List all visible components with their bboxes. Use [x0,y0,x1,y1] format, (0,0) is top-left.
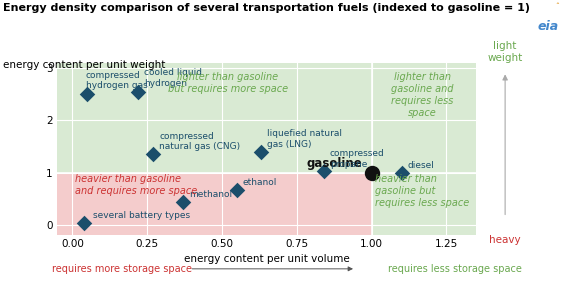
Text: liquefied natural
gas (LNG): liquefied natural gas (LNG) [267,129,342,149]
Text: requires less storage space: requires less storage space [389,264,522,274]
Text: several battery types: several battery types [94,211,191,221]
Text: compressed
propane: compressed propane [329,149,385,169]
Text: compressed
natural gas (CNG): compressed natural gas (CNG) [159,132,241,151]
X-axis label: energy content per unit volume: energy content per unit volume [184,254,350,263]
Text: Energy density comparison of several transportation fuels (indexed to gasoline =: Energy density comparison of several tra… [3,3,530,13]
Point [367,170,377,175]
Bar [372,173,476,235]
Bar [57,63,372,173]
Point [179,200,188,204]
Text: energy content per unit weight: energy content per unit weight [3,60,165,70]
Point [319,169,328,174]
Text: heavier than gasoline
and requires more space: heavier than gasoline and requires more … [75,174,197,196]
Point [257,150,266,154]
Point [397,170,406,175]
Text: ethanol: ethanol [243,178,277,187]
Bar [372,63,476,173]
Text: compressed
hydrogen gas: compressed hydrogen gas [86,71,148,90]
Text: diesel: diesel [408,161,435,170]
Text: gasoline: gasoline [307,157,363,170]
Text: eia: eia [538,20,559,33]
Point [232,188,242,192]
Bar [57,173,372,235]
Point [149,152,158,157]
Text: lighter than
gasoline and
requires less
space: lighter than gasoline and requires less … [391,72,454,118]
Text: heavier than
gasoline but
requires less space: heavier than gasoline but requires less … [375,174,469,208]
Text: requires more storage space: requires more storage space [52,264,192,274]
Text: methanol: methanol [189,190,232,199]
Point [134,90,143,94]
Text: heavy: heavy [489,235,521,245]
Point [80,221,89,225]
Text: cooled liquid
hydrogen: cooled liquid hydrogen [144,68,202,88]
Text: lighter than gasoline
but requires more space: lighter than gasoline but requires more … [168,72,288,94]
Text: light
weight: light weight [487,41,523,63]
Point [83,92,92,97]
